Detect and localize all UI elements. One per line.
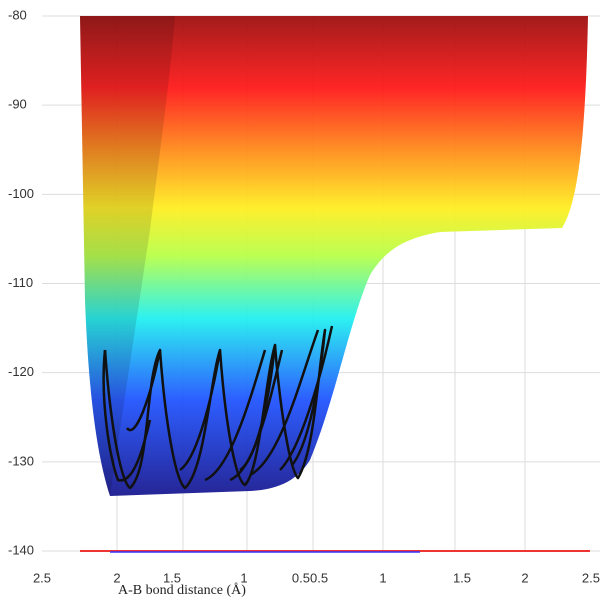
x-tick-label: 2 — [113, 570, 120, 585]
y-tick-label: -130 — [8, 453, 34, 468]
surface — [80, 16, 588, 496]
x-tick-label: 1 — [240, 570, 247, 585]
x-axis-label: A-B bond distance (Å) — [118, 582, 246, 598]
x-tick-label: 1.5 — [453, 570, 471, 585]
x-tick-label: 1 — [379, 570, 386, 585]
floor-projection — [80, 550, 590, 553]
x-tick-label: 0.50.5 — [292, 570, 328, 585]
x-tick-label: 2.5 — [33, 570, 51, 585]
x-tick-label: 2 — [521, 570, 528, 585]
x-tick-label: 1.5 — [163, 570, 181, 585]
trajectory — [102, 325, 334, 490]
x-tick-label: 2.5 — [582, 570, 600, 585]
y-tick-label: -80 — [8, 7, 27, 22]
y-tick-label: -110 — [8, 275, 33, 290]
y-tick-label: -120 — [8, 364, 34, 379]
y-tick-label: -100 — [8, 186, 34, 201]
y-tick-label: -90 — [8, 97, 27, 112]
y-tick-label: -140 — [8, 542, 34, 557]
